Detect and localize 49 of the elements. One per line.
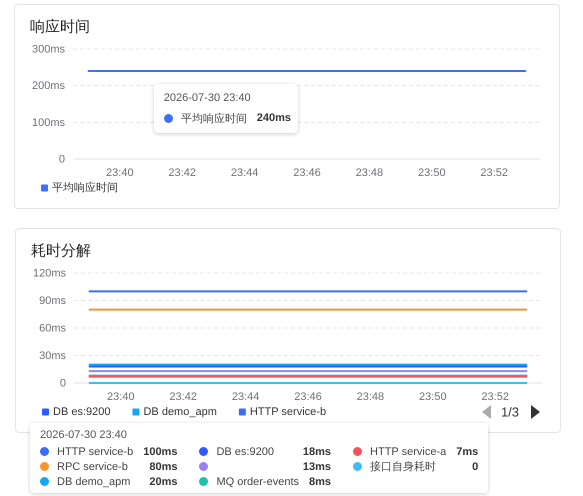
x-tick-label: 23:48 <box>356 166 384 179</box>
text: 2026-07-30 23:40 <box>40 429 128 442</box>
text: 13ms <box>302 460 332 472</box>
x-tick-label: 23:40 <box>106 166 134 179</box>
text: 1/3 <box>500 404 520 420</box>
text: 18ms <box>302 446 332 458</box>
legend-label: DB demo_apm <box>143 406 217 418</box>
y-tick-label: 0 <box>60 378 66 390</box>
text: 80ms <box>149 460 178 472</box>
x-tick-label: 23:40 <box>107 390 135 403</box>
y-tick-label: 30ms <box>39 350 66 362</box>
text: 20ms <box>149 476 178 488</box>
legend-label: MQ order-events <box>216 476 299 488</box>
legend-label: 平均响应时间 <box>180 112 247 126</box>
legend-label: RPC service-b <box>57 460 129 472</box>
x-tick-label: 23:46 <box>293 166 321 179</box>
legend-label: HTTP service-b <box>250 406 326 418</box>
chart-title: 耗时分解 <box>31 242 91 260</box>
y-tick-label: 60ms <box>39 322 66 335</box>
y-tick-label: 120ms <box>32 268 66 280</box>
annotation: 2026-07-30 23:40 <box>164 91 252 105</box>
text: 100ms <box>143 446 178 458</box>
text: 0 <box>472 460 478 472</box>
text: DB demo_apm <box>57 476 130 488</box>
legend-label: 接口自身耗时 <box>370 460 438 474</box>
y-tick-label: 300ms <box>32 44 66 56</box>
legend-label: HTTP service-a <box>370 446 446 458</box>
legend-label: DB es:9200 <box>53 406 110 418</box>
text: HTTP service-b <box>57 446 134 458</box>
x-tick-label: 23:48 <box>356 390 384 403</box>
text: 8ms <box>309 476 332 488</box>
y-tick-label: 90ms <box>39 295 66 308</box>
text: 7ms <box>456 446 478 458</box>
annotation: 240ms <box>256 112 292 124</box>
x-tick-label: 23:44 <box>230 166 258 179</box>
y-tick-label: 100ms <box>32 116 66 129</box>
chart-title: 响应时间 <box>30 18 90 36</box>
text: DB es:9200 <box>216 446 274 458</box>
x-tick-label: 23:50 <box>418 166 446 179</box>
x-tick-label: 23:50 <box>419 390 447 403</box>
text: 平均响应时间 <box>52 182 118 194</box>
x-tick-label: 23:44 <box>232 390 260 403</box>
y-tick-label: 0 <box>58 154 65 166</box>
x-tick-label: 23:52 <box>480 166 508 179</box>
y-tick-label: 200ms <box>32 80 66 92</box>
x-tick-label: 23:46 <box>294 390 322 403</box>
x-tick-label: 23:42 <box>168 166 196 179</box>
x-tick-label: 23:42 <box>169 390 197 403</box>
x-tick-label: 23:52 <box>481 390 509 403</box>
